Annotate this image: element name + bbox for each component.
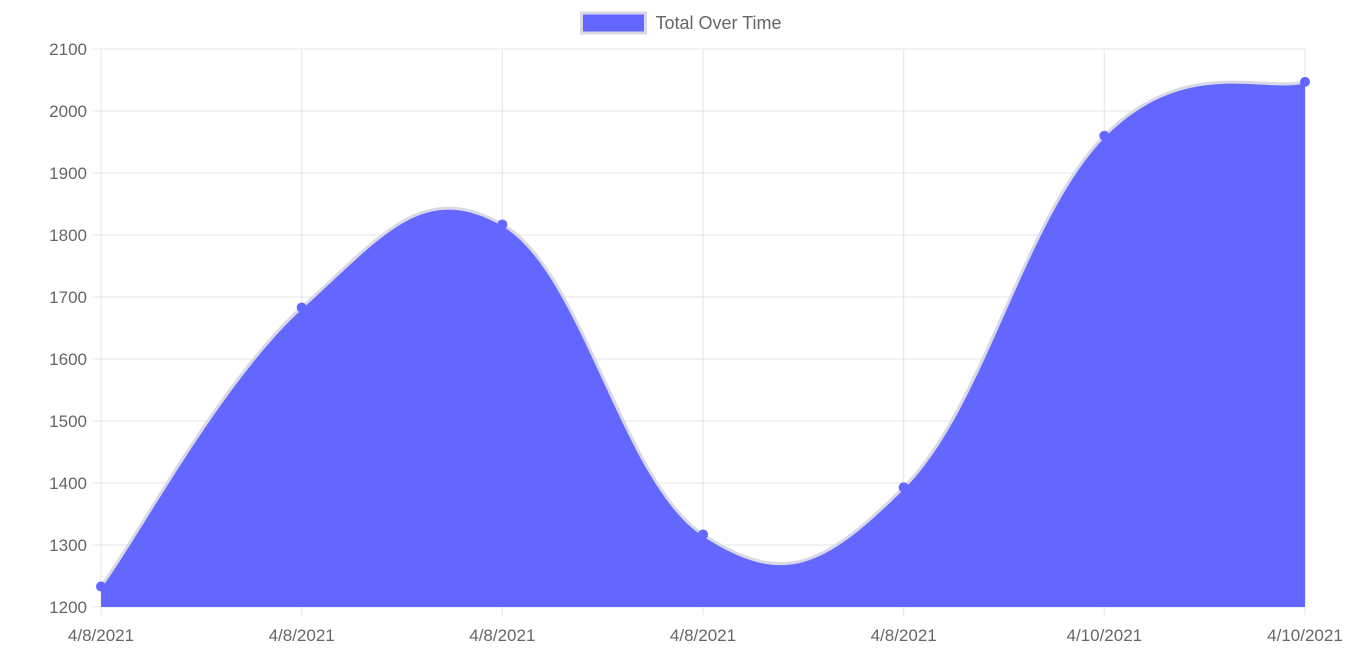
y-tick-label: 1800	[49, 226, 87, 245]
legend-label[interactable]: Total Over Time	[655, 13, 781, 33]
y-tick-label: 1200	[49, 598, 87, 617]
y-tick-label: 1400	[49, 474, 87, 493]
y-tick-label: 1300	[49, 536, 87, 555]
y-tick-label: 1900	[49, 164, 87, 183]
data-point[interactable]	[497, 219, 508, 230]
data-point[interactable]	[1099, 130, 1110, 141]
x-tick-label: 4/8/2021	[68, 626, 134, 645]
y-tick-label: 2000	[49, 102, 87, 121]
series-area	[101, 81, 1305, 608]
data-point[interactable]	[1300, 76, 1310, 87]
x-tick-label: 4/8/2021	[871, 626, 937, 645]
axis-layer: 1200 1300 1400 1500 1600 1700 1800 1900 2000 2100…	[49, 40, 1343, 645]
legend-swatch[interactable]	[579, 11, 647, 35]
point-layer	[96, 76, 1310, 592]
data-point[interactable]	[898, 482, 909, 493]
x-tick-label: 4/10/2021	[1067, 626, 1143, 645]
y-tick-label: 1500	[49, 412, 87, 431]
x-tick-label: 4/10/2021	[1267, 626, 1343, 645]
y-tick-label: 1700	[49, 288, 87, 307]
y-tick-label: 1600	[49, 350, 87, 369]
data-point[interactable]	[96, 581, 106, 592]
legend[interactable]: Total Over Time	[579, 11, 782, 35]
x-tick-label: 4/8/2021	[269, 626, 335, 645]
data-point[interactable]	[698, 529, 708, 540]
data-point[interactable]	[296, 302, 307, 313]
x-tick-label: 4/8/2021	[469, 626, 535, 645]
x-tick-label: 4/8/2021	[670, 626, 736, 645]
y-tick-label: 2100	[49, 40, 87, 59]
